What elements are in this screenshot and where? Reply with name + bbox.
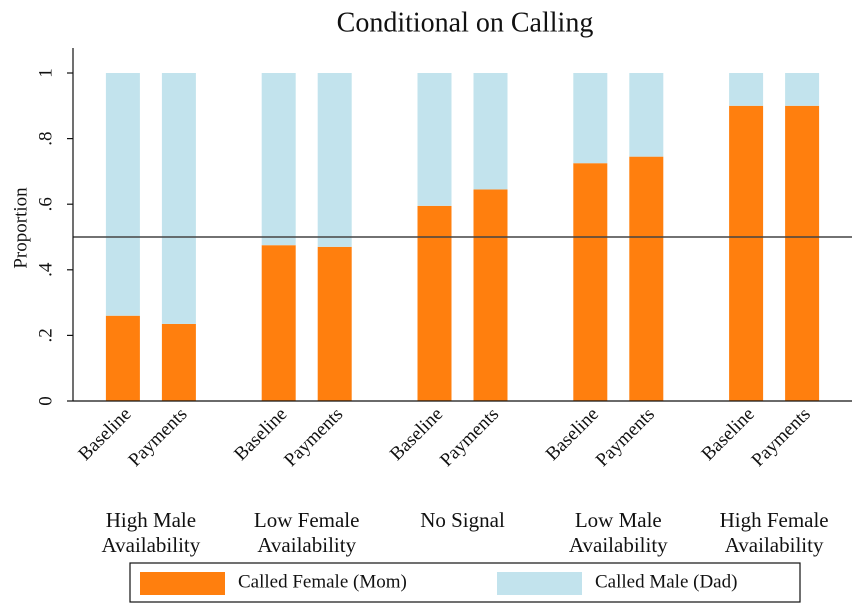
bar-segment	[573, 163, 608, 401]
group-label: No Signal	[420, 508, 505, 532]
legend-box	[129, 562, 801, 603]
bar-segment	[573, 73, 608, 164]
x-tick-label: Payments	[280, 404, 347, 471]
x-tick-label: Payments	[124, 404, 191, 471]
group-label: Availability	[102, 533, 201, 557]
group-label: Availability	[257, 533, 356, 557]
bar-segment	[473, 73, 508, 190]
legend-swatch	[140, 572, 225, 595]
y-tick-label: .2	[35, 328, 56, 342]
x-tick-label: Payments	[748, 404, 815, 471]
y-axis-label: Proportion	[10, 187, 31, 269]
bar-segment	[317, 73, 352, 247]
bar-segment	[317, 246, 352, 401]
x-tick-label: Payments	[436, 404, 503, 471]
bar-segment	[473, 189, 508, 401]
bar-segment	[417, 205, 452, 401]
y-tick-label: 1	[35, 68, 56, 78]
bar-segment	[729, 73, 764, 106]
bar-segment	[629, 73, 664, 157]
y-tick-label: .6	[35, 197, 56, 211]
bar-segment	[261, 73, 296, 246]
bar-segment	[785, 105, 820, 402]
bar-segment	[105, 73, 140, 316]
bar-segment	[161, 73, 196, 324]
group-label: High Male	[106, 508, 196, 532]
x-tick-label: Payments	[592, 404, 659, 471]
bar-segment	[261, 245, 296, 401]
y-tick-label: 0	[35, 396, 56, 406]
bar-segment	[629, 156, 664, 401]
bar-segment	[785, 73, 820, 106]
group-label: High Female	[720, 508, 829, 532]
y-tick-label: .4	[35, 262, 56, 277]
y-tick-label: .8	[35, 131, 56, 145]
group-label: Low Female	[254, 508, 360, 532]
group-label: Availability	[725, 533, 824, 557]
chart-title: Conditional on Calling	[337, 7, 594, 38]
legend-swatch	[497, 572, 582, 595]
legend-label: Called Female (Mom)	[238, 571, 407, 592]
bar-segment	[417, 73, 452, 206]
bar-segment	[105, 315, 140, 401]
group-label: Low Male	[575, 508, 662, 532]
bar-segment	[729, 105, 764, 402]
group-label: Availability	[569, 533, 668, 557]
bar-segment	[161, 323, 196, 401]
legend-label: Called Male (Dad)	[595, 571, 737, 592]
